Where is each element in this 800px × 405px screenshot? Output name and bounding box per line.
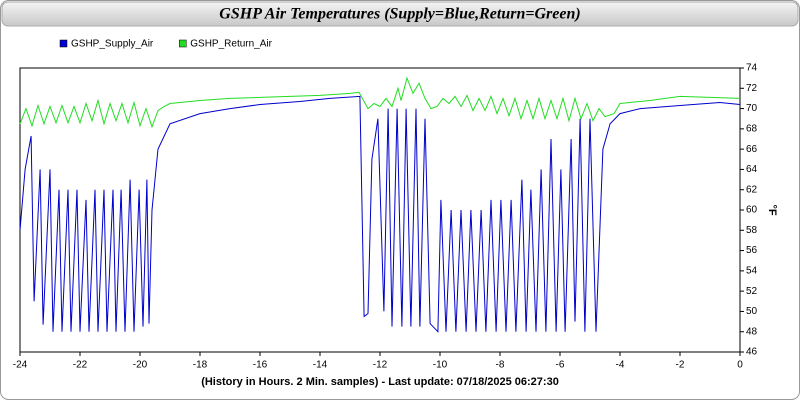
x-axis-label: (History in Hours. 2 Min. samples) - Las… [201, 376, 559, 388]
y-axis-label: °F [766, 204, 778, 215]
y-tick-label: 52 [746, 286, 758, 297]
y-tick-label: 54 [746, 265, 758, 276]
y-tick-label: 48 [746, 326, 758, 337]
y-tick-label: 66 [746, 144, 758, 155]
x-tick-label: -6 [556, 360, 565, 371]
x-tick-label: -22 [73, 360, 88, 371]
y-tick-label: 46 [746, 347, 758, 358]
x-tick-label: -8 [496, 360, 505, 371]
y-tick-label: 68 [746, 123, 758, 134]
x-tick-label: -24 [13, 360, 28, 371]
y-tick-label: 60 [746, 205, 758, 216]
legend-label: GSHP_Return_Air [190, 39, 272, 50]
legend-label: GSHP_Supply_Air [71, 39, 154, 50]
y-tick-label: 72 [746, 83, 758, 94]
x-tick-label: -4 [616, 360, 625, 371]
legend-swatch [179, 39, 187, 48]
y-tick-label: 58 [746, 225, 758, 236]
y-tick-label: 64 [746, 164, 758, 175]
y-tick-label: 56 [746, 245, 758, 256]
x-tick-label: 0 [737, 360, 743, 371]
legend-swatch [59, 39, 68, 48]
title-bar [1, 1, 799, 27]
x-tick-label: -10 [433, 360, 448, 371]
x-tick-label: -16 [253, 360, 268, 371]
y-tick-label: 62 [746, 184, 758, 195]
x-tick-label: -12 [373, 360, 388, 371]
y-tick-label: 74 [746, 63, 758, 74]
series-line [19, 76, 741, 129]
chart-title: GSHP Air Temperatures (Supply=Blue,Retur… [219, 6, 580, 23]
y-tick-label: 70 [746, 103, 758, 114]
x-tick-label: -20 [133, 360, 148, 371]
x-tick-label: -2 [676, 360, 685, 371]
series-line [19, 95, 741, 333]
x-tick-label: -14 [313, 360, 328, 371]
y-tick-label: 50 [746, 306, 758, 317]
x-tick-label: -18 [193, 360, 208, 371]
